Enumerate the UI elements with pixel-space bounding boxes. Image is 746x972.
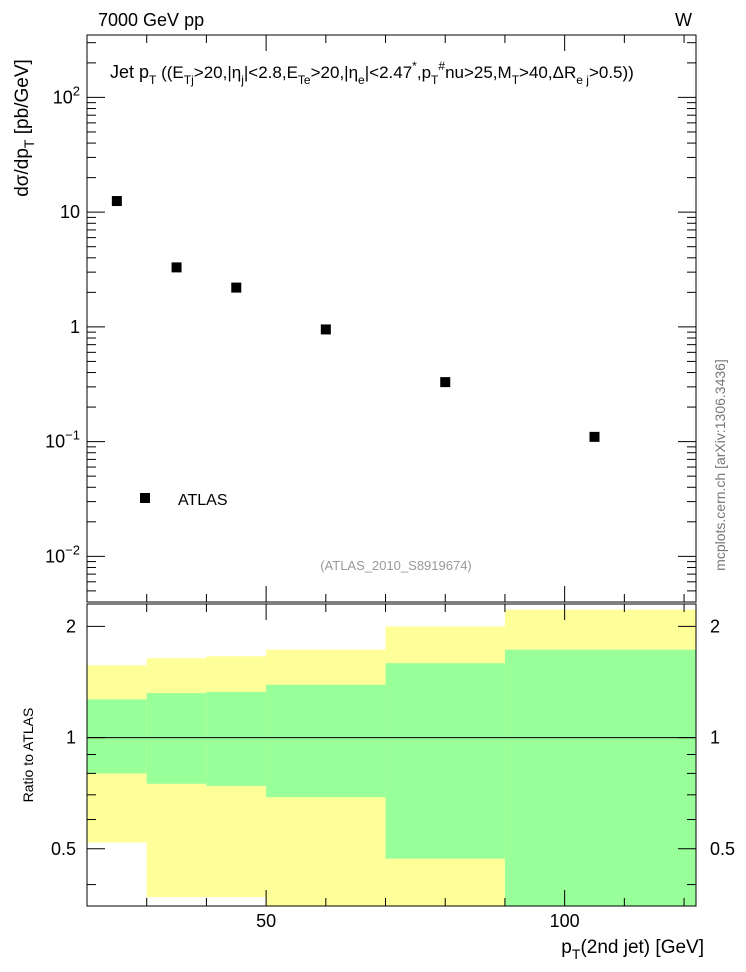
x-tick-label: 50 (256, 911, 276, 931)
y-tick-label: 102 (53, 83, 80, 107)
ratio-band-green (206, 691, 267, 786)
ratio-band-green (266, 684, 386, 798)
ratio-y-tick-label: 1 (66, 728, 76, 748)
y-tick-label: 10 (60, 202, 80, 222)
plot-title: Jet pT ((ETj>20,|ηj|<2.8,ETe>20,|ηe|<2.4… (110, 59, 634, 87)
data-point (231, 282, 242, 293)
main-y-axis-label: dσ/dpT [pb/GeV] (12, 59, 37, 197)
ratio-x-tick-labels: 50 100 (256, 911, 580, 931)
data-point (171, 262, 182, 273)
legend-label-atlas: ATLAS (178, 492, 228, 509)
ratio-band-green (87, 699, 147, 774)
data-point (320, 324, 331, 335)
ratio-y-tick-label-right: 1 (710, 728, 720, 748)
ratio-y-tick-labels: 0.5 0.5 1 1 2 2 (51, 616, 735, 858)
ratio-y-axis-label: Ratio to ATLAS (20, 708, 36, 803)
ratio-y-tick-label: 2 (66, 616, 76, 636)
main-frame (86, 34, 697, 603)
energy-label: 7000 GeV pp (98, 10, 204, 30)
y-tick-label: 10−1 (45, 428, 80, 452)
ratio-axis-ticks (86, 604, 696, 906)
process-label: W (675, 10, 692, 30)
ratio-band-green (146, 693, 207, 784)
data-point (589, 431, 600, 442)
data-point (111, 196, 122, 207)
ratio-band-green (504, 649, 696, 906)
legend: ATLAS (140, 492, 228, 509)
ratio-y-tick-label: 0.5 (51, 839, 76, 859)
x-axis-label: pT(2nd jet) [GeV] (561, 937, 704, 962)
main-panel: 10−2 10−1 1 10 102 Jet pT ((ETj>20,|ηj|<2.8,… (12, 34, 697, 603)
x-tick-label: 100 (550, 911, 580, 931)
y-tick-label: 1 (70, 317, 80, 337)
data-point (440, 377, 451, 388)
ratio-y-tick-label-right: 2 (710, 616, 720, 636)
ratio-band-green (385, 663, 505, 859)
main-axis-ticks (86, 35, 696, 603)
legend-marker-atlas (140, 493, 150, 503)
analysis-annotation: (ATLAS_2010_S8919674) (320, 558, 472, 573)
y-tick-label: 10−2 (45, 542, 80, 566)
data-points (111, 196, 600, 442)
ratio-bands (87, 609, 696, 906)
main-y-tick-labels: 10−2 10−1 1 10 102 (45, 83, 80, 566)
ratio-panel: 0.5 0.5 1 1 2 2 50 100 Ratio to ATLAS pT(2nd j… (20, 603, 735, 962)
source-watermark: mcplots.cern.ch [arXiv:1306.3436] (712, 359, 728, 571)
ratio-y-tick-label-right: 0.5 (710, 839, 735, 859)
